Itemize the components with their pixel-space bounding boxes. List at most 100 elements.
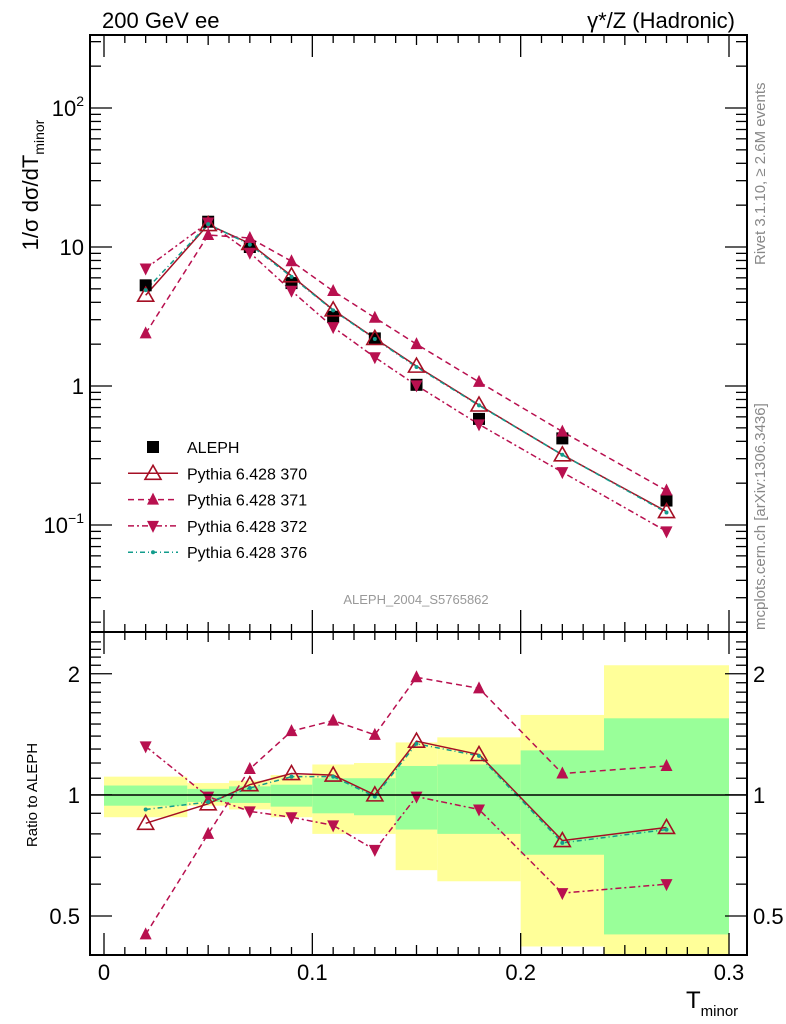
main-point-p371 — [660, 483, 673, 496]
main-line-p372 — [145, 221, 667, 533]
main-point-data — [327, 310, 340, 323]
main-plot-frame — [89, 34, 748, 633]
header-left: 200 GeV ee — [102, 8, 219, 33]
main-point-p372 — [556, 467, 569, 480]
main-point-p370 — [657, 501, 676, 519]
main-point-p372 — [410, 380, 423, 393]
ratio-point-p376 — [247, 786, 252, 791]
ratio-plot-frame — [89, 631, 748, 956]
ratio-y-tick-label-left: 2 — [68, 662, 80, 687]
legend-label-data: ALEPH — [187, 440, 239, 457]
main-point-p371 — [556, 424, 569, 437]
main-point-p376 — [331, 308, 336, 313]
main-point-p370 — [365, 328, 385, 346]
main-point-p376 — [143, 288, 148, 293]
main-point-p376 — [247, 242, 252, 247]
main-point-p372 — [368, 352, 381, 365]
main-point-p372 — [139, 263, 152, 276]
legend-label-p376: Pythia 6.428 376 — [187, 545, 307, 562]
ratio-point-p371 — [410, 670, 423, 683]
main-y-axis-label: 1/σ dσ/dTminor — [18, 119, 47, 250]
ratio-y-axis-label: Ratio to ALEPH — [24, 743, 41, 847]
x-axis-label: Tminor — [686, 987, 738, 1020]
legend-marker-p376 — [151, 550, 155, 555]
ratio-point-p370 — [323, 765, 343, 782]
ratio-point-p376 — [289, 774, 294, 779]
ratio-point-p376 — [143, 807, 148, 812]
ratio-point-p376 — [414, 741, 419, 746]
analysis-label: ALEPH_2004_S5765862 — [343, 592, 488, 607]
main-point-p370 — [282, 266, 301, 283]
ratio-point-p372 — [368, 844, 381, 857]
ratio-y-tick-label-left: 1 — [68, 783, 80, 808]
ratio-point-p372 — [327, 820, 340, 833]
ratio-point-p372 — [285, 812, 298, 825]
tick-labels: 10−1 1 10 102 0.5 0.5 1 1 2 2 0 0.1 0.2 0.3 — [44, 93, 784, 985]
main-point-p371 — [410, 337, 423, 350]
ratio-point-p371 — [285, 724, 298, 737]
legend: ALEPH Pythia 6.428 370 Pythia 6.428 371 Pyt… — [128, 440, 307, 562]
x-tick-label: 0 — [98, 960, 110, 985]
ratio-y-tick-label-right: 0.5 — [753, 904, 784, 929]
ratio-point-p376 — [206, 800, 211, 805]
main-point-p372 — [285, 285, 298, 298]
main-point-p371 — [243, 231, 256, 244]
ratio-line-p371 — [145, 676, 667, 935]
main-point-p371 — [473, 374, 485, 387]
main-y-tick-label: 102 — [52, 93, 84, 121]
ratio-point-p376 — [560, 840, 565, 845]
ratio-point-p372 — [243, 806, 256, 819]
x-tick-label: 0.2 — [505, 960, 536, 985]
ratio-point-p372 — [660, 879, 673, 892]
ratio-point-p370 — [136, 813, 156, 831]
ratio-point-p370 — [552, 830, 572, 848]
main-point-p370 — [407, 356, 426, 373]
ratio-point-p370 — [469, 744, 489, 762]
ratio-point-p372 — [473, 804, 485, 817]
ratio-point-p372 — [139, 741, 152, 754]
main-point-p370 — [323, 300, 343, 317]
main-point-p370 — [552, 445, 572, 462]
ratio-point-p372 — [556, 888, 569, 901]
ratio-point-p376 — [331, 774, 336, 779]
ratio-point-p371 — [327, 713, 340, 726]
ratio-point-p371 — [660, 758, 673, 771]
main-point-p376 — [664, 510, 669, 515]
main-point-p370 — [469, 395, 489, 412]
ratio-point-p371 — [202, 826, 215, 839]
rivet-label: Rivet 3.1.10, ≥ 2.6M events — [752, 83, 769, 266]
main-line-p376 — [145, 223, 667, 514]
main-point-p376 — [560, 452, 565, 457]
main-y-tick-label: 10 — [60, 235, 84, 260]
ratio-point-p371 — [243, 761, 256, 774]
ratio-uncertainty-bands — [104, 665, 729, 955]
ratio-point-p371 — [473, 681, 485, 694]
ratio-y-tick-label-right: 2 — [753, 662, 765, 687]
main-y-tick-label: 10−1 — [44, 510, 85, 538]
ratio-point-p371 — [556, 766, 569, 779]
main-y-tick-label: 1 — [72, 374, 84, 399]
ratio-y-tick-label-right: 1 — [753, 783, 765, 808]
legend-label-p371: Pythia 6.428 371 — [187, 493, 307, 510]
main-point-p376 — [477, 403, 481, 408]
header-right: γ*/Z (Hadronic) — [587, 8, 735, 33]
legend-marker-p371 — [147, 492, 159, 505]
main-point-data — [139, 279, 152, 292]
ratio-point-p370 — [240, 775, 260, 792]
main-point-p370 — [136, 285, 156, 303]
main-point-p372 — [327, 322, 340, 335]
axis-ticks — [90, 35, 747, 956]
main-point-p372 — [473, 419, 485, 432]
ratio-y-tick-label-left: 0.5 — [49, 904, 80, 929]
legend-marker-data — [147, 441, 159, 453]
ratio-point-p371 — [368, 727, 381, 740]
ratio-line-p372 — [145, 745, 667, 894]
main-point-p371 — [285, 254, 298, 267]
main-point-data — [660, 494, 673, 507]
main-point-p376 — [289, 274, 294, 279]
x-tick-label: 0.1 — [297, 960, 328, 985]
legend-label-p372: Pythia 6.428 372 — [187, 519, 307, 536]
main-point-p371 — [327, 284, 340, 297]
ratio-point-p376 — [664, 827, 669, 832]
